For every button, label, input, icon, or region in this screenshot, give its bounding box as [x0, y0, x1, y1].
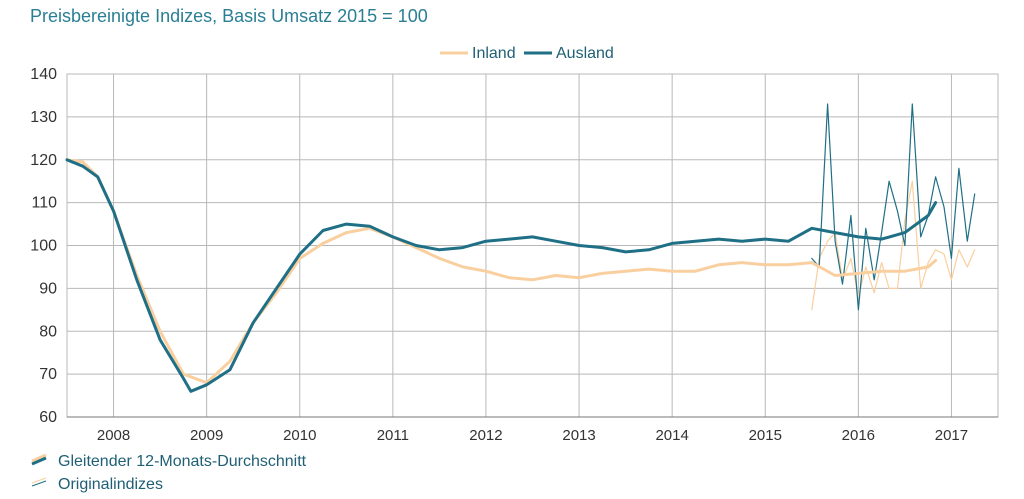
y-tick-label: 100	[30, 238, 57, 255]
x-tick-label: 2010	[283, 427, 316, 444]
x-tick-label: 2012	[469, 427, 502, 444]
y-tick-label: 70	[39, 366, 57, 383]
legend-inland-label: Inland	[472, 45, 516, 62]
series-line-inland-orig	[811, 180, 976, 311]
x-tick-label: 2011	[377, 427, 409, 444]
key-ma-swatch-ausland	[31, 456, 47, 466]
grid	[66, 73, 999, 418]
series-line-ausland-ma	[65, 158, 938, 393]
x-tick-label: 2015	[749, 427, 782, 444]
y-tick-label: 110	[31, 195, 57, 212]
key-ma-label: Gleitender 12-Monats-Durchschnitt	[58, 453, 307, 470]
y-axis-ticks: 60 70 80 90 100 110 120 130 140	[30, 66, 57, 426]
y-tick-label: 60	[39, 409, 57, 426]
key-orig-swatch-ausland	[31, 480, 47, 487]
x-axis-ticks: 2008 2009 2010 2011 2012 2013 2014 2015 2016 2017	[97, 427, 968, 444]
y-tick-label: 120	[30, 152, 57, 169]
x-tick-label: 2013	[562, 427, 595, 444]
legend-ausland-label: Ausland	[556, 45, 614, 62]
key-ma-swatch-inland	[31, 453, 47, 463]
y-tick-label: 140	[30, 66, 57, 83]
y-tick-label: 130	[30, 109, 57, 126]
y-tick-label: 80	[39, 323, 57, 340]
legend-top: Inland Ausland	[440, 45, 614, 62]
x-tick-label: 2016	[842, 427, 875, 444]
key-orig-swatch-inland	[31, 477, 47, 484]
series-line-inland-ma	[65, 158, 938, 385]
key-orig-label: Originalindizes	[58, 476, 163, 493]
chart-title: Preisbereinigte Indizes, Basis Umsatz 20…	[30, 6, 428, 26]
x-tick-label: 2014	[655, 427, 688, 444]
x-tick-label: 2008	[97, 427, 130, 444]
x-tick-label: 2017	[935, 427, 968, 444]
series-line-ausland-orig	[811, 103, 976, 311]
series-lines	[65, 103, 976, 393]
x-tick-label: 2009	[190, 427, 223, 444]
y-tick-label: 90	[39, 280, 57, 297]
legend-bottom: Gleitender 12-Monats-Durchschnitt Origin…	[31, 453, 307, 493]
